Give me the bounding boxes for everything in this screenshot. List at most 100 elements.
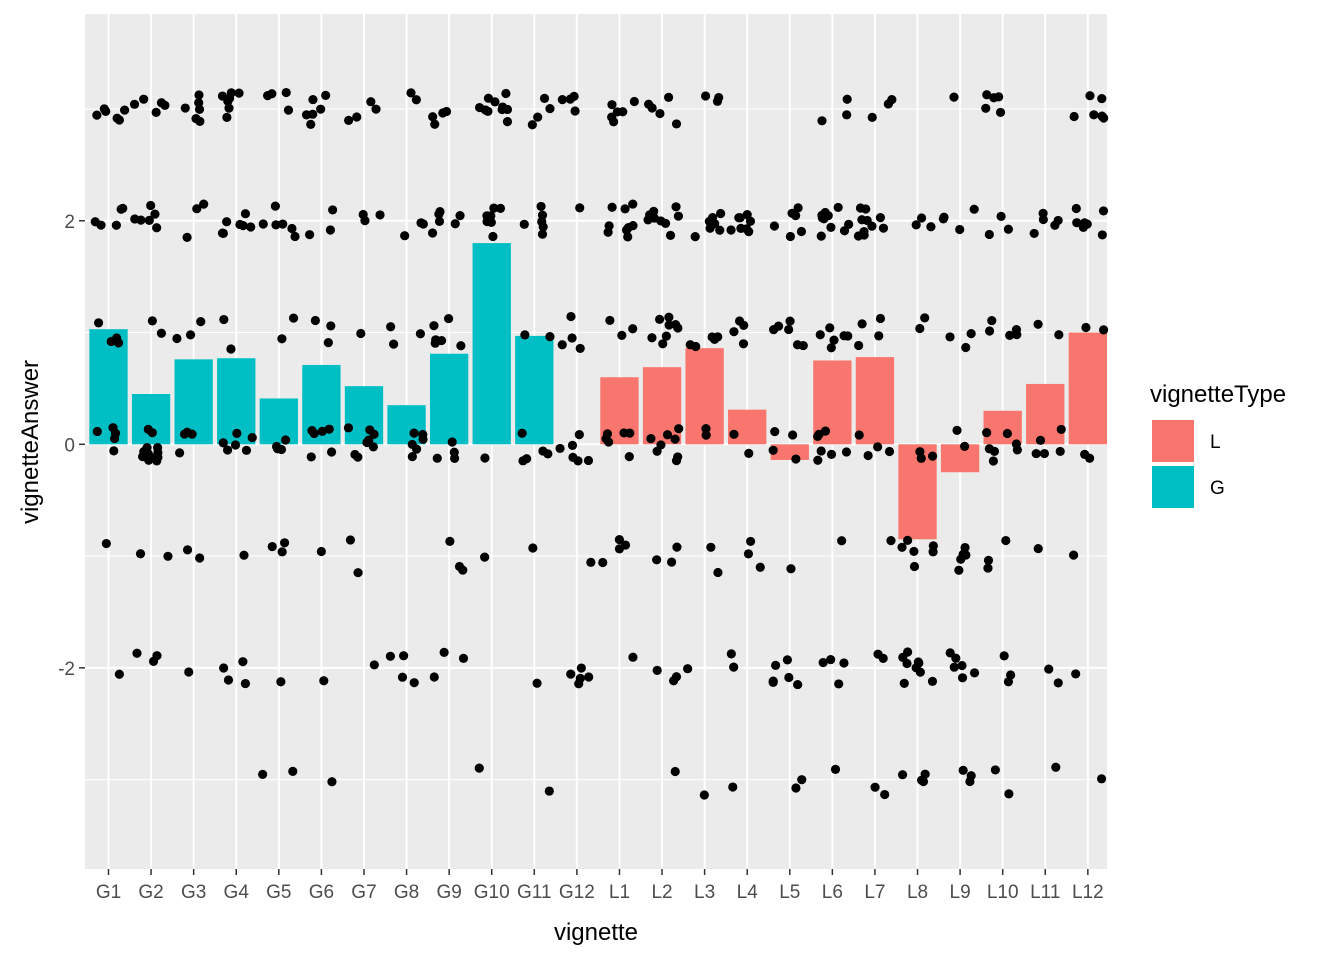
data-point	[614, 544, 625, 554]
data-point	[267, 541, 277, 552]
data-point	[854, 340, 864, 351]
data-point	[987, 315, 997, 326]
data-point	[915, 323, 925, 334]
data-point	[966, 328, 976, 339]
data-point	[1053, 678, 1063, 688]
data-point	[735, 213, 745, 223]
data-point	[224, 93, 235, 103]
data-point	[674, 424, 684, 434]
data-point	[661, 331, 671, 341]
data-point	[707, 332, 717, 342]
data-point	[218, 228, 228, 238]
data-point	[706, 542, 716, 552]
data-point	[1080, 218, 1090, 228]
data-point	[816, 231, 826, 241]
x-tick-label-g9: G9	[436, 882, 461, 903]
data-point	[583, 455, 594, 466]
x-tick-label-g1: G1	[96, 882, 121, 903]
data-point	[567, 333, 577, 343]
data-point	[194, 104, 205, 114]
data-point	[701, 424, 711, 434]
data-point	[321, 90, 331, 101]
data-point	[729, 327, 739, 337]
data-point	[826, 222, 836, 232]
data-point	[418, 434, 428, 444]
x-tick-label-l6: L6	[822, 882, 843, 903]
x-tick-label-l8: L8	[907, 882, 928, 903]
x-tick-label-l11: L11	[1030, 882, 1060, 903]
data-point	[983, 563, 993, 573]
data-point	[575, 343, 585, 354]
data-point	[271, 441, 282, 452]
data-point	[960, 441, 970, 452]
data-point	[628, 652, 638, 662]
data-point	[605, 315, 615, 326]
data-point	[192, 204, 202, 214]
data-point	[232, 428, 242, 438]
data-point	[172, 333, 182, 344]
data-point	[916, 213, 927, 223]
data-point	[240, 209, 251, 219]
data-point	[317, 426, 327, 436]
data-point	[399, 651, 409, 661]
bar-l10	[983, 410, 1022, 445]
data-point	[920, 769, 930, 779]
data-point	[875, 313, 886, 324]
data-point	[743, 549, 754, 559]
x-tick-label-g11: G11	[517, 882, 552, 903]
data-point	[323, 338, 333, 348]
data-point	[1097, 230, 1107, 240]
data-point	[482, 216, 492, 227]
data-point	[817, 210, 827, 220]
data-point	[327, 777, 337, 787]
data-point	[671, 320, 681, 330]
data-point	[909, 546, 919, 557]
data-point	[234, 88, 244, 98]
data-point	[969, 204, 979, 214]
data-point	[710, 219, 720, 229]
data-point	[280, 435, 291, 445]
data-point	[1071, 669, 1081, 679]
data-point	[152, 223, 162, 233]
data-point	[156, 98, 167, 108]
data-point	[664, 320, 674, 330]
data-point	[1081, 322, 1091, 333]
x-tick-label-l10: L10	[987, 882, 1019, 903]
x-tick-label-g8: G8	[394, 882, 419, 903]
data-point	[375, 210, 385, 220]
data-point	[673, 452, 683, 462]
data-point	[441, 106, 452, 117]
data-point	[146, 200, 156, 211]
data-point	[222, 112, 232, 122]
data-point	[817, 116, 827, 126]
data-point	[897, 770, 908, 780]
data-point	[474, 763, 484, 773]
data-point	[495, 203, 506, 213]
data-point	[350, 449, 360, 460]
data-point	[99, 104, 109, 114]
data-point	[397, 672, 408, 682]
data-point	[271, 220, 281, 230]
data-point	[527, 120, 537, 130]
data-point	[324, 424, 334, 434]
data-point	[1054, 330, 1064, 340]
data-point	[1096, 774, 1107, 784]
bar-l11	[1026, 383, 1065, 445]
data-point	[990, 765, 1000, 775]
data-point	[699, 790, 709, 800]
data-point	[428, 112, 438, 122]
data-point	[288, 766, 298, 776]
data-point	[182, 545, 193, 555]
data-point	[829, 335, 839, 345]
data-point	[305, 230, 315, 240]
data-point	[345, 535, 356, 545]
data-point	[874, 331, 884, 341]
data-point	[283, 105, 294, 115]
data-point	[1051, 762, 1061, 772]
data-point	[240, 678, 251, 689]
data-point	[769, 324, 779, 335]
data-point	[222, 217, 232, 227]
bar-l9	[940, 444, 980, 473]
bar-l2	[642, 367, 682, 445]
data-point	[101, 538, 111, 549]
